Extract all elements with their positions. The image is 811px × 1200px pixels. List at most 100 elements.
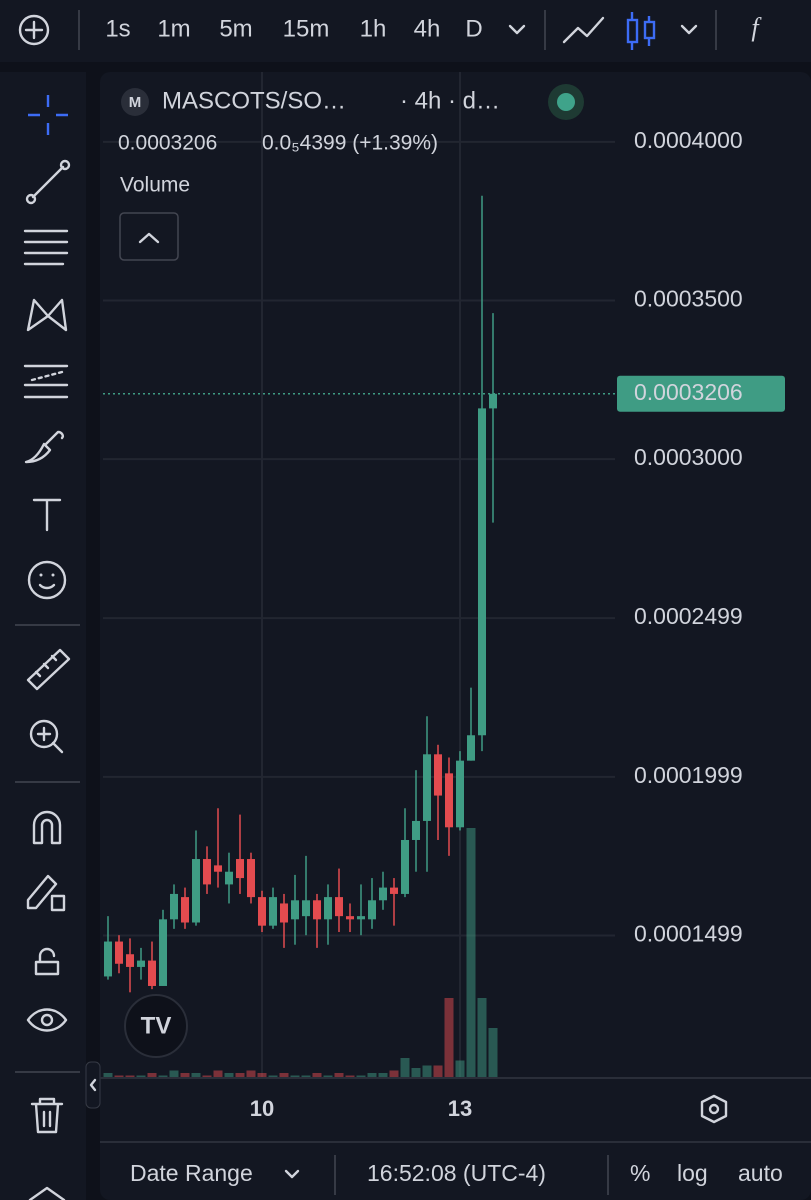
candle-body — [159, 919, 167, 986]
volume-bar — [257, 1073, 267, 1078]
volume-bar — [279, 1073, 289, 1078]
crosshair-tool[interactable] — [28, 95, 68, 135]
interval-button[interactable]: 15m — [283, 15, 330, 42]
volume-bar — [158, 1075, 168, 1078]
candle-body — [104, 941, 112, 977]
interval-button[interactable]: D — [465, 15, 482, 42]
symbol-logo-letter: M — [129, 94, 142, 111]
candle-body — [280, 903, 288, 923]
volume-bar — [136, 1075, 146, 1078]
projection-tool[interactable] — [23, 364, 69, 399]
volume-bar — [367, 1073, 377, 1078]
candle-body — [423, 754, 431, 821]
candle-body — [379, 887, 387, 901]
delete-tool[interactable] — [30, 1097, 64, 1134]
date-range-dropdown[interactable] — [284, 1169, 300, 1179]
lock-drawing-tool[interactable] — [26, 874, 66, 912]
volume-bar — [246, 1070, 256, 1078]
candle-body — [247, 859, 255, 898]
svg-text:TV: TV — [141, 1012, 172, 1039]
price-change: 0.0₅4399 (+1.39%) — [262, 132, 438, 155]
collapse-arrow — [89, 1078, 97, 1092]
candle-body — [115, 941, 123, 964]
left-toolbar — [0, 72, 86, 1200]
volume-bar — [323, 1075, 333, 1078]
candle-body — [401, 839, 409, 894]
candle-body — [258, 897, 266, 926]
auto-button[interactable]: auto — [738, 1160, 783, 1186]
symbol-logo — [121, 88, 149, 116]
unlock-tool[interactable] — [34, 947, 60, 976]
interval-button[interactable]: 4h — [414, 15, 441, 42]
volume-bar — [103, 1073, 113, 1078]
style-dropdown[interactable] — [680, 24, 698, 35]
candle-body — [137, 960, 145, 967]
volume-bar — [400, 1058, 410, 1078]
volume-bar — [191, 1073, 201, 1078]
x-tick-label: 13 — [448, 1096, 472, 1121]
candle-body — [236, 859, 244, 879]
volume-bar — [125, 1075, 135, 1078]
candle-body — [390, 887, 398, 894]
candle-body — [148, 960, 156, 986]
interval-button[interactable]: 1s — [105, 15, 130, 42]
indicators-button[interactable]: f — [751, 13, 762, 42]
y-tick-label: 0.0004000 — [634, 127, 743, 153]
interval-button[interactable]: 5m — [219, 15, 252, 42]
volume-bar — [268, 1075, 278, 1078]
volume-bar — [334, 1073, 344, 1078]
trendline-tool[interactable] — [25, 159, 71, 205]
volume-bar — [389, 1070, 399, 1078]
candle-body — [302, 900, 310, 917]
candle-style-button[interactable] — [626, 12, 656, 50]
y-tick-label: 0.0001999 — [634, 762, 743, 788]
candle-body — [181, 897, 189, 923]
volume-bar — [477, 998, 487, 1078]
zoom-tool[interactable] — [29, 719, 64, 754]
volume-bar — [345, 1075, 355, 1078]
date-range-button[interactable]: Date Range — [130, 1160, 253, 1186]
candle-body — [357, 916, 365, 920]
volume-bar — [202, 1075, 212, 1078]
price: 0.0003206 — [118, 132, 217, 155]
volume-bar — [312, 1073, 322, 1078]
collapse-handle[interactable] — [85, 1061, 101, 1109]
symbol-meta: · 4h · d… — [400, 87, 500, 114]
brush-tool[interactable] — [24, 430, 64, 464]
candle-body — [434, 754, 442, 796]
pattern-tool[interactable] — [26, 298, 68, 332]
interval-button[interactable]: 1h — [360, 15, 387, 42]
symbol-name[interactable]: MASCOTS/SO… — [162, 87, 346, 114]
emoji-tool[interactable] — [27, 560, 67, 600]
interval-dropdown[interactable] — [508, 24, 526, 35]
volume-bar — [213, 1070, 223, 1078]
collapse-legend-button[interactable] — [119, 212, 179, 261]
volume-bar — [378, 1073, 388, 1078]
volume-bar — [455, 1060, 465, 1078]
visibility-tool[interactable] — [26, 1008, 68, 1032]
text-tool[interactable] — [32, 498, 62, 532]
interval-button[interactable]: 1m — [157, 15, 190, 42]
log-button[interactable]: log — [677, 1160, 708, 1186]
volume-bar — [301, 1075, 311, 1078]
volume-bar — [147, 1073, 157, 1078]
settings-button[interactable] — [700, 1094, 728, 1124]
candle-body — [203, 859, 211, 885]
fib-tool[interactable] — [23, 229, 69, 266]
magnet-tool[interactable] — [32, 810, 62, 845]
volume-bar — [444, 998, 454, 1078]
add-button[interactable] — [18, 14, 50, 46]
volume-bar — [466, 828, 476, 1078]
volume-bar — [180, 1073, 190, 1078]
ruler-tool[interactable] — [26, 648, 71, 691]
candle-body — [126, 954, 134, 967]
y-tick-label: 0.0003500 — [634, 286, 743, 312]
percent-button[interactable]: % — [630, 1160, 650, 1186]
candle-body — [324, 897, 332, 920]
line-style-button[interactable] — [562, 16, 605, 44]
volume-bar — [290, 1075, 300, 1078]
volume-bar — [422, 1065, 432, 1078]
more-tools[interactable] — [28, 1186, 66, 1200]
y-tick-label: 0.0003000 — [634, 444, 743, 470]
